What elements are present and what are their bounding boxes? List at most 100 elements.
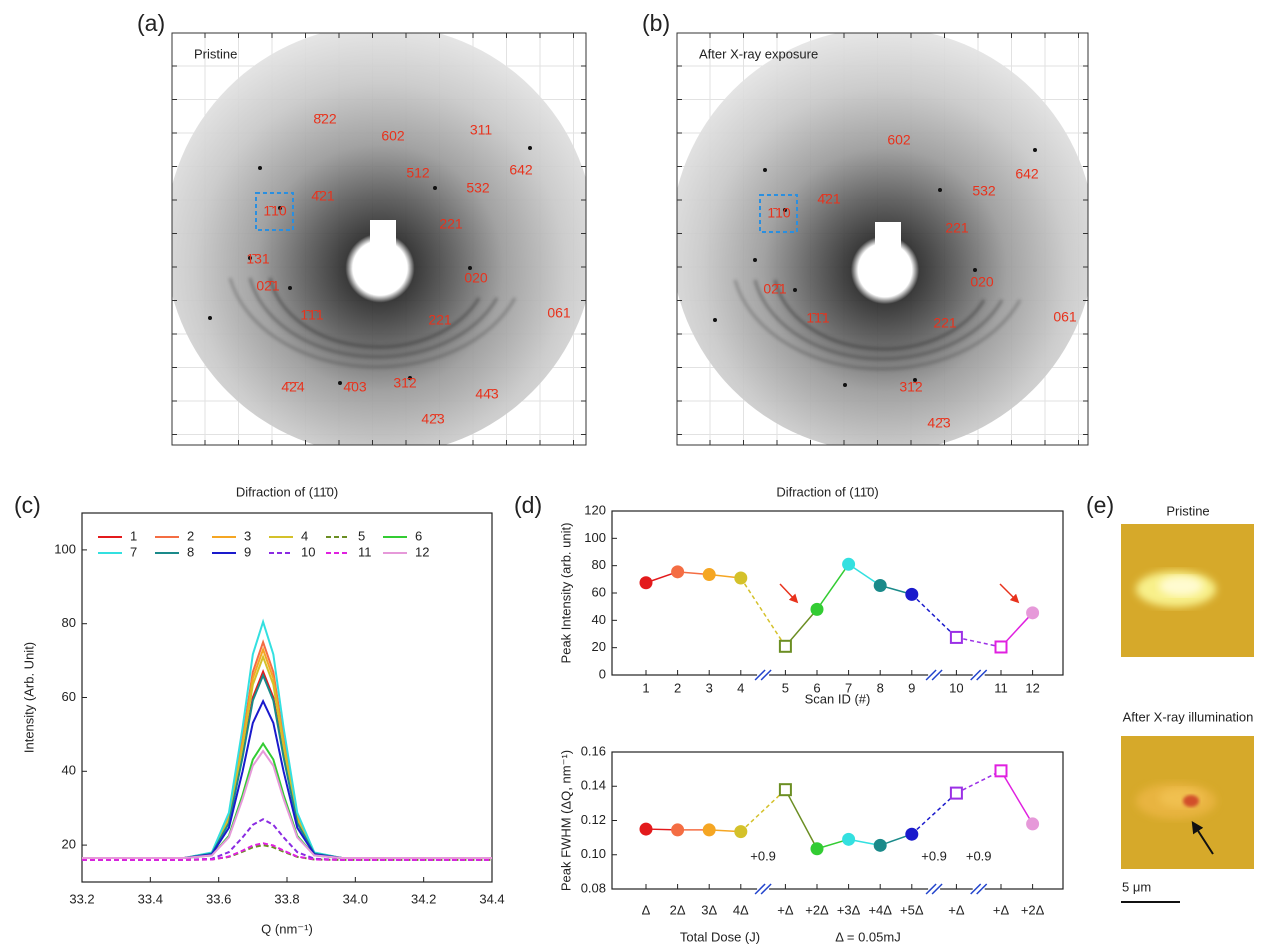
miller-index: 1̄10 bbox=[767, 205, 791, 221]
image-title: Pristine bbox=[194, 46, 237, 61]
miller-index: 4̄21 bbox=[311, 188, 335, 204]
beam-stop-arm bbox=[875, 222, 901, 252]
damage-spot bbox=[1183, 795, 1199, 807]
y-tick-label: 80 bbox=[62, 615, 76, 630]
spectrum-line bbox=[82, 842, 492, 861]
x-tick-label: 8 bbox=[877, 680, 884, 695]
legend-label: 1 bbox=[130, 528, 137, 543]
marker bbox=[734, 571, 748, 585]
panel-label: (c) bbox=[14, 492, 41, 518]
axis-break bbox=[970, 669, 982, 681]
x-tick-label: +Δ bbox=[777, 902, 794, 917]
miller-index: 31̄2 bbox=[393, 375, 417, 391]
miller-index: 1̄31 bbox=[246, 251, 270, 267]
miller-index: 221 bbox=[933, 315, 957, 331]
bragg-spot bbox=[713, 318, 717, 322]
connector bbox=[956, 636, 1002, 648]
marker bbox=[873, 578, 887, 592]
bragg-spot bbox=[408, 376, 412, 380]
legend-label: 7 bbox=[130, 544, 137, 559]
miller-index: 602 bbox=[887, 132, 911, 148]
miller-index: 1̄1̄1 bbox=[806, 310, 830, 326]
legend-label: 2 bbox=[187, 528, 194, 543]
x-tick-label: 34.2 bbox=[411, 891, 436, 906]
axis-break bbox=[931, 883, 943, 895]
y-tick-label: 120 bbox=[584, 502, 606, 517]
x-tick-label: +2Δ bbox=[1021, 902, 1045, 917]
connector bbox=[956, 770, 1002, 794]
bragg-spot bbox=[468, 266, 472, 270]
scattering-arc bbox=[228, 277, 517, 369]
x-tick-label: 33.6 bbox=[206, 891, 231, 906]
spectrum-line bbox=[82, 698, 492, 860]
bragg-spot bbox=[288, 286, 292, 290]
bragg-spot bbox=[753, 258, 757, 262]
x-tick-label: 4Δ bbox=[733, 902, 749, 917]
detector-image bbox=[172, 33, 586, 445]
y-tick-label: 0.12 bbox=[581, 812, 606, 827]
chart-title: Difraction of (11̄0) bbox=[236, 484, 338, 499]
beam-stop bbox=[353, 241, 407, 295]
pointer-arrow bbox=[1191, 820, 1214, 855]
axis-break bbox=[760, 669, 772, 681]
x-tick-label: 3 bbox=[706, 680, 713, 695]
legend-label: 8 bbox=[187, 544, 194, 559]
legend-label: 4 bbox=[301, 528, 308, 543]
marker bbox=[842, 557, 856, 571]
bragg-spot bbox=[248, 256, 252, 260]
miller-index: 020 bbox=[970, 274, 994, 290]
marker bbox=[702, 568, 716, 582]
image-title: After X-ray exposure bbox=[699, 46, 818, 61]
miller-index: 1̄10 bbox=[263, 203, 287, 219]
connector bbox=[911, 593, 957, 638]
axis-break-gap bbox=[928, 672, 941, 678]
miller-index: 642 bbox=[1015, 166, 1039, 182]
connector bbox=[911, 792, 957, 835]
x-axis-note: Δ = 0.05mJ bbox=[835, 929, 900, 944]
y-tick-label: 60 bbox=[62, 689, 76, 704]
bragg-spot bbox=[913, 378, 917, 382]
spectrum-line bbox=[82, 749, 492, 860]
bragg-spot bbox=[208, 316, 212, 320]
miller-index: 4̄21 bbox=[817, 191, 841, 207]
annotation: +0.9 bbox=[750, 848, 776, 863]
y-axis-label: Peak Intensity (arb. unit) bbox=[558, 523, 573, 664]
connector bbox=[784, 789, 818, 850]
marker-open bbox=[994, 764, 1008, 778]
y-tick-label: 100 bbox=[584, 530, 606, 545]
connector bbox=[740, 789, 786, 833]
marker bbox=[842, 832, 856, 846]
y-tick-label: 0 bbox=[599, 666, 606, 681]
axis-break bbox=[976, 669, 988, 681]
legend-label: 6 bbox=[415, 528, 422, 543]
miller-index: 061 bbox=[547, 305, 571, 321]
miller-index: 31̄2 bbox=[899, 379, 923, 395]
bragg-spot bbox=[843, 383, 847, 387]
miller-index: 512 bbox=[406, 165, 430, 181]
miller-index: 42̄3 bbox=[927, 415, 951, 431]
beam-stop-arm bbox=[370, 220, 396, 250]
axis-break bbox=[760, 883, 772, 895]
x-tick-label: Δ bbox=[642, 902, 651, 917]
x-tick-label: 10 bbox=[949, 680, 963, 695]
miller-index: 44̄3 bbox=[475, 386, 499, 402]
miller-index: 532 bbox=[466, 180, 490, 196]
legend-label: 12 bbox=[415, 544, 429, 559]
x-axis-label: Scan ID (#) bbox=[805, 691, 871, 706]
x-tick-label: 34.0 bbox=[343, 891, 368, 906]
bragg-spot bbox=[433, 186, 437, 190]
y-tick-label: 20 bbox=[592, 639, 606, 654]
bragg-spot bbox=[1033, 148, 1037, 152]
marker-open bbox=[949, 630, 963, 644]
x-tick-label: 34.4 bbox=[479, 891, 504, 906]
x-tick-label: 2Δ bbox=[670, 902, 686, 917]
legend-label: 5 bbox=[358, 528, 365, 543]
legend-label: 10 bbox=[301, 544, 315, 559]
miller-index: 42̄3 bbox=[421, 411, 445, 427]
x-tick-label: 5 bbox=[782, 680, 789, 695]
detector-image bbox=[677, 33, 1088, 445]
y-tick-label: 0.16 bbox=[581, 743, 606, 758]
bragg-spot bbox=[763, 168, 767, 172]
x-tick-label: +Δ bbox=[993, 902, 1010, 917]
scale-bar-label: 5 μm bbox=[1122, 879, 1151, 894]
